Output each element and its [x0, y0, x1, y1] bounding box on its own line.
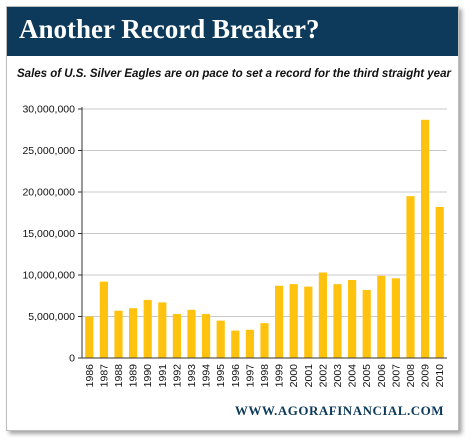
bar-2005: [362, 289, 371, 358]
bar-1993: [187, 309, 196, 358]
source-label: WWW.AGORAFINANCIAL.COM: [234, 403, 444, 418]
y-tick-label: 10,000,000: [22, 270, 75, 282]
title-banner: Another Record Breaker?: [7, 7, 458, 56]
y-tick-label: 5,000,000: [28, 311, 75, 323]
bar-2001: [304, 286, 313, 358]
bar-2000: [289, 284, 298, 358]
x-tick-label: 1991: [157, 364, 169, 388]
y-tick-label: 20,000,000: [22, 187, 75, 199]
x-tick-label: 1990: [142, 364, 154, 388]
x-tick-label: 1986: [84, 364, 96, 388]
bar-1998: [260, 323, 269, 358]
x-tick-label: 2002: [317, 364, 329, 388]
x-tick-label: 1987: [98, 364, 110, 388]
bar-1989: [129, 308, 138, 358]
x-tick-label: 2004: [347, 364, 359, 388]
x-tick-label: 1996: [230, 364, 242, 388]
chart-subtitle: Sales of U.S. Silver Eagles are on pace …: [17, 68, 451, 80]
x-tick-label: 1993: [186, 364, 198, 388]
bar-2004: [348, 279, 357, 358]
y-tick-label: 30,000,000: [22, 104, 75, 116]
x-tick-label: 1988: [113, 364, 125, 388]
x-tick-label: 2008: [405, 364, 417, 388]
bar-1988: [114, 310, 123, 358]
bar-1996: [231, 330, 240, 358]
x-tick-label: 1999: [274, 364, 286, 388]
bar-1995: [216, 320, 225, 358]
bar-2008: [406, 196, 415, 358]
bar-1986: [85, 316, 94, 358]
bar-2007: [391, 278, 400, 358]
x-tick-label: 2001: [303, 364, 315, 388]
x-tick-label: 1998: [259, 364, 271, 388]
y-tick-label: 0: [69, 353, 75, 365]
bars: [85, 119, 444, 358]
chart-title: Another Record Breaker?: [19, 14, 320, 44]
bar-2002: [318, 272, 327, 358]
x-tick-label: 2009: [420, 364, 432, 388]
x-tick-label: 2010: [434, 364, 446, 388]
bar-1997: [245, 329, 254, 358]
axes: [78, 107, 447, 359]
x-tick-label: 2003: [332, 364, 344, 388]
x-tick-label: 1989: [128, 364, 140, 388]
bar-1994: [202, 314, 211, 358]
x-tick-label: 1997: [244, 364, 256, 388]
bar-1992: [172, 314, 181, 358]
x-tick-label: 2006: [376, 364, 388, 388]
bar-2009: [421, 119, 430, 358]
bar-1991: [158, 302, 167, 358]
chart-card: Another Record Breaker? Sales of U.S. Si…: [6, 6, 459, 431]
bar-1987: [99, 281, 108, 358]
bar-2003: [333, 284, 342, 358]
bar-1999: [275, 285, 284, 358]
y-tick-labels: 0 5,000,000 10,000,000 15,000,000 20,000,000…: [22, 104, 75, 365]
x-tick-label: 2007: [390, 364, 402, 388]
x-tick-label: 2005: [361, 364, 373, 388]
bar-1990: [143, 299, 152, 358]
y-tick-label: 25,000,000: [22, 145, 75, 157]
x-tick-labels: 1986 1987 1988 1989 1990 1991 1992 1993 1994 1995…: [84, 364, 446, 388]
x-tick-label: 2000: [288, 364, 300, 388]
x-tick-label: 1992: [171, 364, 183, 388]
x-tick-label: 1995: [215, 364, 227, 388]
x-tick-label: 1994: [201, 364, 213, 388]
bar-2006: [377, 275, 386, 358]
bar-chart: 0 5,000,000 10,000,000 15,000,000 20,000,000…: [22, 104, 447, 388]
gridlines: [82, 108, 447, 317]
bar-2010: [435, 206, 444, 358]
y-tick-label: 15,000,000: [22, 228, 75, 240]
